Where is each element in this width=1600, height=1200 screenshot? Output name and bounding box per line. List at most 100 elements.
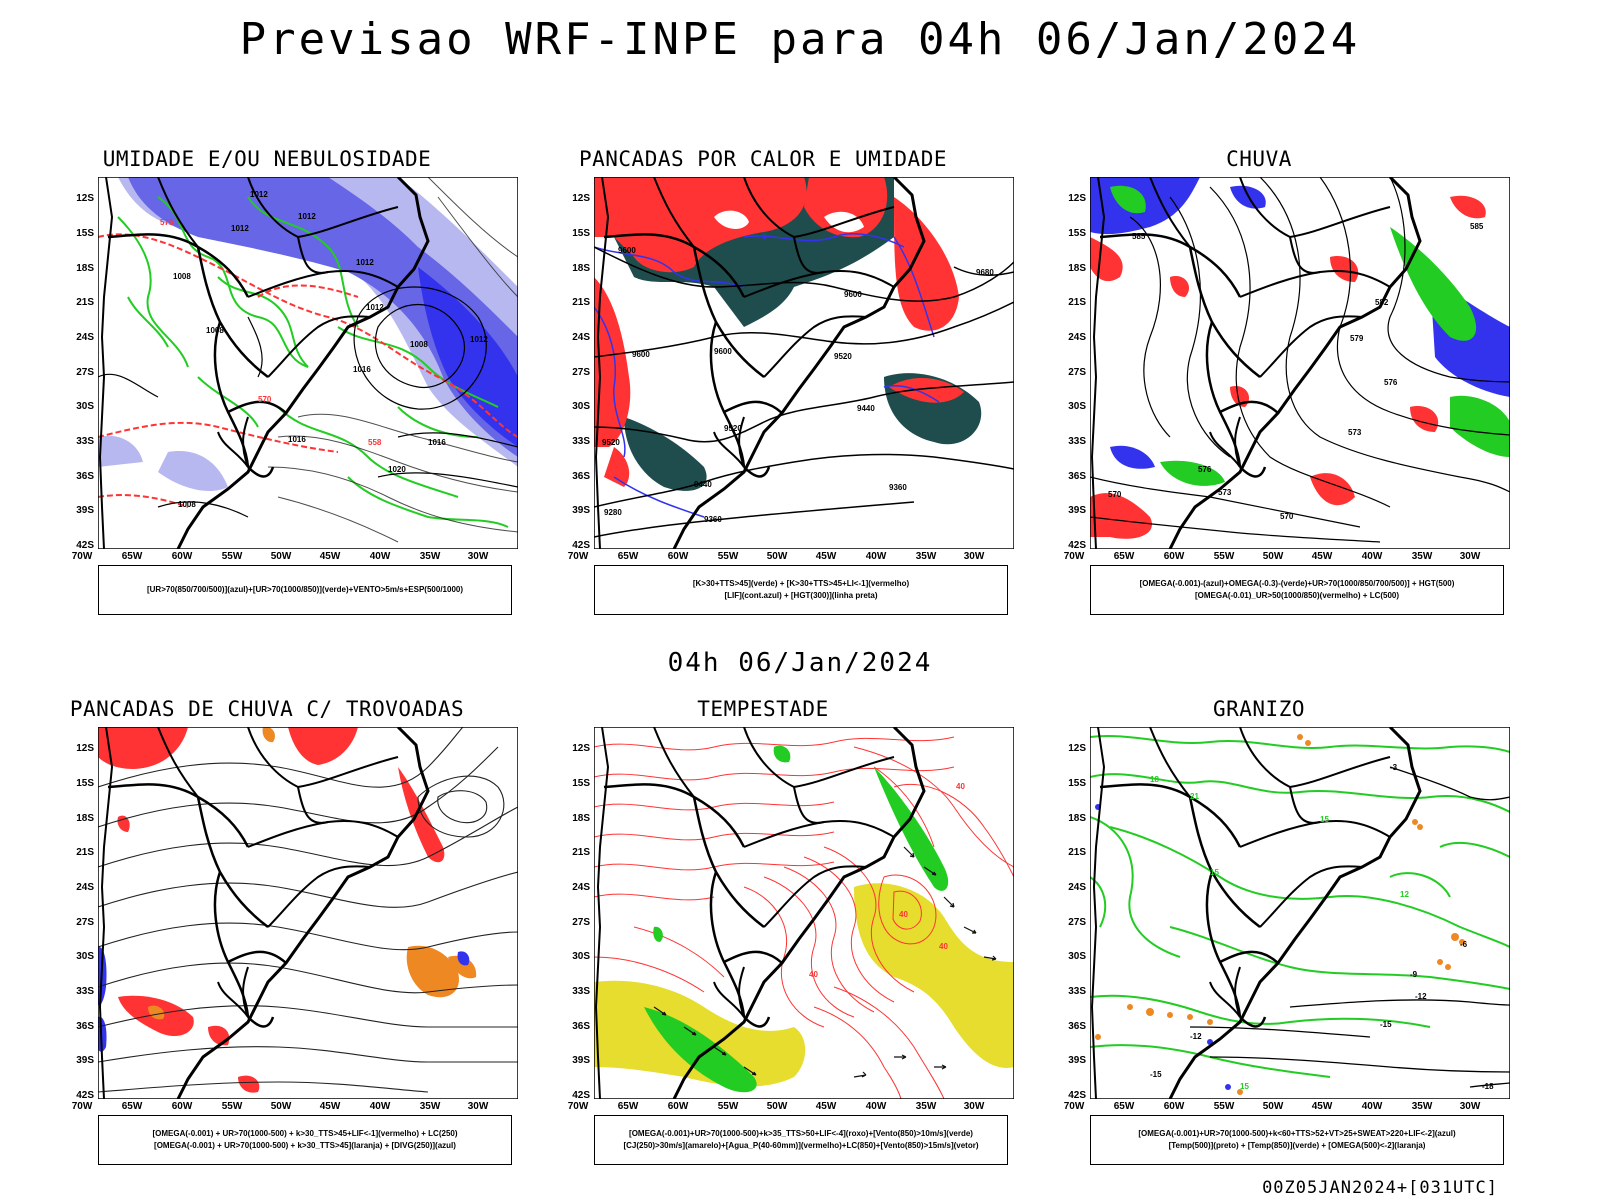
contour-label: 585 xyxy=(1470,222,1484,231)
wind-vectors xyxy=(653,846,997,1078)
latitude-tick-label: 24S xyxy=(572,332,590,343)
thunder-orange-area xyxy=(148,727,477,1020)
legend-line: [K>30+TTS>45](verde) + [K>30+TTS>45+LI<-… xyxy=(692,579,910,588)
longitude-tick-label: 30W xyxy=(467,1101,489,1112)
latitude-tick-label: 18S xyxy=(572,263,590,274)
latitude-tick-label: 15S xyxy=(76,228,94,239)
longitude-tick-label: 50W xyxy=(270,551,292,562)
longitude-tick-label: 30W xyxy=(963,551,985,562)
contour-label: 40 xyxy=(956,782,965,791)
latitude-tick-label: 27S xyxy=(76,367,94,378)
panel-pancadas-calor: PANCADAS POR CALOR E UMIDADE xyxy=(518,147,1014,647)
contour-label: 9280 xyxy=(604,508,622,517)
latitude-tick-label: 39S xyxy=(1068,505,1086,516)
contour-label: 1008 xyxy=(173,272,191,281)
forecast-map[interactable]: 40 40 40 40 xyxy=(594,727,1014,1099)
latitude-tick-label: 27S xyxy=(572,367,590,378)
contour-label: 579 xyxy=(1350,334,1364,343)
latitude-tick-label: 12S xyxy=(1068,193,1086,204)
forecast-map[interactable]: 585 582 579 576 573 576 573 570 570 585 xyxy=(1090,177,1510,549)
latitude-tick-label: 33S xyxy=(572,436,590,447)
longitude-tick-label: 50W xyxy=(766,1101,788,1112)
contour-label: -18 xyxy=(1482,1082,1494,1091)
longitude-tick-label: 40W xyxy=(369,1101,391,1112)
latitude-tick-label: 21S xyxy=(1068,847,1086,858)
longitude-tick-label: 40W xyxy=(1361,1101,1383,1112)
longitude-tick-label: 45W xyxy=(815,551,837,562)
latitude-tick-label: 12S xyxy=(76,193,94,204)
longitude-tick-label: 55W xyxy=(717,551,739,562)
latitude-tick-label: 39S xyxy=(572,1055,590,1066)
latitude-tick-label: 33S xyxy=(572,986,590,997)
contour-label: 1008 xyxy=(178,500,196,509)
panel-tempestade: TEMPESTADE xyxy=(518,697,1014,1197)
latitude-tick-label: 15S xyxy=(76,778,94,789)
thickness-red-dashed xyxy=(98,233,518,508)
longitude-tick-label: 35W xyxy=(915,551,937,562)
longitude-tick-label: 45W xyxy=(815,1101,837,1112)
latitude-tick-label: 30S xyxy=(76,401,94,412)
legend-line: [OMEGA(-0.001)+UR>70(1000-500)+k>35_TTS>… xyxy=(629,1129,973,1138)
longitude-tick-label: 60W xyxy=(667,551,689,562)
latitude-tick-label: 39S xyxy=(572,505,590,516)
longitude-tick-label: 35W xyxy=(1411,1101,1433,1112)
main-title: Previsao WRF-INPE para 04h 06/Jan/2024 xyxy=(239,14,1361,65)
latitude-tick-label: 24S xyxy=(572,882,590,893)
contour-label: 1016 xyxy=(288,435,306,444)
contour-label: -12 xyxy=(1415,992,1427,1001)
omega-red-speckles xyxy=(1090,195,1486,539)
latitude-tick-label: 21S xyxy=(1068,297,1086,308)
instability-red-area xyxy=(594,177,964,487)
latitude-tick-label: 12S xyxy=(76,743,94,754)
latitude-tick-label: 27S xyxy=(572,917,590,928)
hgt300-black-contours xyxy=(594,246,1014,538)
contour-label: -15 xyxy=(1150,1070,1162,1079)
latitude-tick-label: 15S xyxy=(572,778,590,789)
longitude-tick-label: 30W xyxy=(1459,1101,1481,1112)
latitude-tick-label: 18S xyxy=(76,813,94,824)
panel-title: CHUVA xyxy=(1226,147,1292,171)
latitude-tick-label: 24S xyxy=(1068,332,1086,343)
legend-line: [OMEGA(-0.001)-(azul)+OMEGA(-0.3)-(verde… xyxy=(1139,579,1455,588)
longitude-tick-label: 40W xyxy=(1361,551,1383,562)
latitude-tick-label: 36S xyxy=(572,471,590,482)
longitude-tick-label: 35W xyxy=(419,551,441,562)
longitude-tick-label: 65W xyxy=(1113,1101,1135,1112)
legend-line: [Temp(500)](preto) + [Temp(850)](verde) … xyxy=(1168,1141,1426,1150)
latitude-tick-label: 42S xyxy=(76,540,94,551)
panel-title: TEMPESTADE xyxy=(697,697,829,721)
latitude-tick-label: 21S xyxy=(572,297,590,308)
panel-title: UMIDADE E/OU NEBULOSIDADE xyxy=(102,147,432,171)
panel-granizo: GRANIZO xyxy=(1014,697,1510,1197)
longitude-tick-label: 50W xyxy=(766,551,788,562)
latitude-tick-label: 27S xyxy=(76,917,94,928)
latitude-tick-label: 42S xyxy=(572,1090,590,1101)
latitude-tick-label: 15S xyxy=(1068,778,1086,789)
latitude-tick-label: 27S xyxy=(1068,367,1086,378)
contour-label: 576 xyxy=(160,218,174,227)
contour-label: -3 xyxy=(1390,763,1398,772)
longitude-tick-label: 45W xyxy=(319,551,341,562)
longitude-tick-label: 30W xyxy=(1459,551,1481,562)
contour-label: 1020 xyxy=(388,465,406,474)
contour-label: 9680 xyxy=(976,268,994,277)
longitude-tick-label: 70W xyxy=(71,551,93,562)
contour-label: 9440 xyxy=(857,404,875,413)
contour-label: 576 xyxy=(1198,465,1212,474)
contour-label: 40 xyxy=(939,942,948,951)
panel-title: GRANIZO xyxy=(1212,697,1305,721)
latitude-tick-label: 39S xyxy=(1068,1055,1086,1066)
latitude-tick-label: 36S xyxy=(76,1021,94,1032)
mid-date-label: 04h 06/Jan/2024 xyxy=(667,648,933,678)
forecast-map[interactable] xyxy=(98,727,518,1099)
forecast-map[interactable]: -3 -6 -9 -12 -12 -15 -15 -18 15 18 21 15… xyxy=(1090,727,1510,1099)
contour-label: 15 xyxy=(1320,815,1329,824)
panel-legend: [OMEGA(-0.001)+UR>70(1000-500)+k>35_TTS>… xyxy=(594,1115,1008,1165)
contour-label: 558 xyxy=(368,438,382,447)
contour-label: 9600 xyxy=(632,350,650,359)
forecast-map[interactable]: 1012 1012 1012 1012 1008 1012 1012 1008 … xyxy=(98,177,518,549)
forecast-map[interactable]: 9600 9680 9600 9600 9520 9600 9440 9520 … xyxy=(594,177,1014,549)
legend-line: [OMEGA(-0.001)+UR>70(1000-500)+k<60+TTS>… xyxy=(1138,1129,1456,1138)
longitude-tick-label: 60W xyxy=(171,1101,193,1112)
temp500-black-contours xyxy=(1189,766,1510,1088)
